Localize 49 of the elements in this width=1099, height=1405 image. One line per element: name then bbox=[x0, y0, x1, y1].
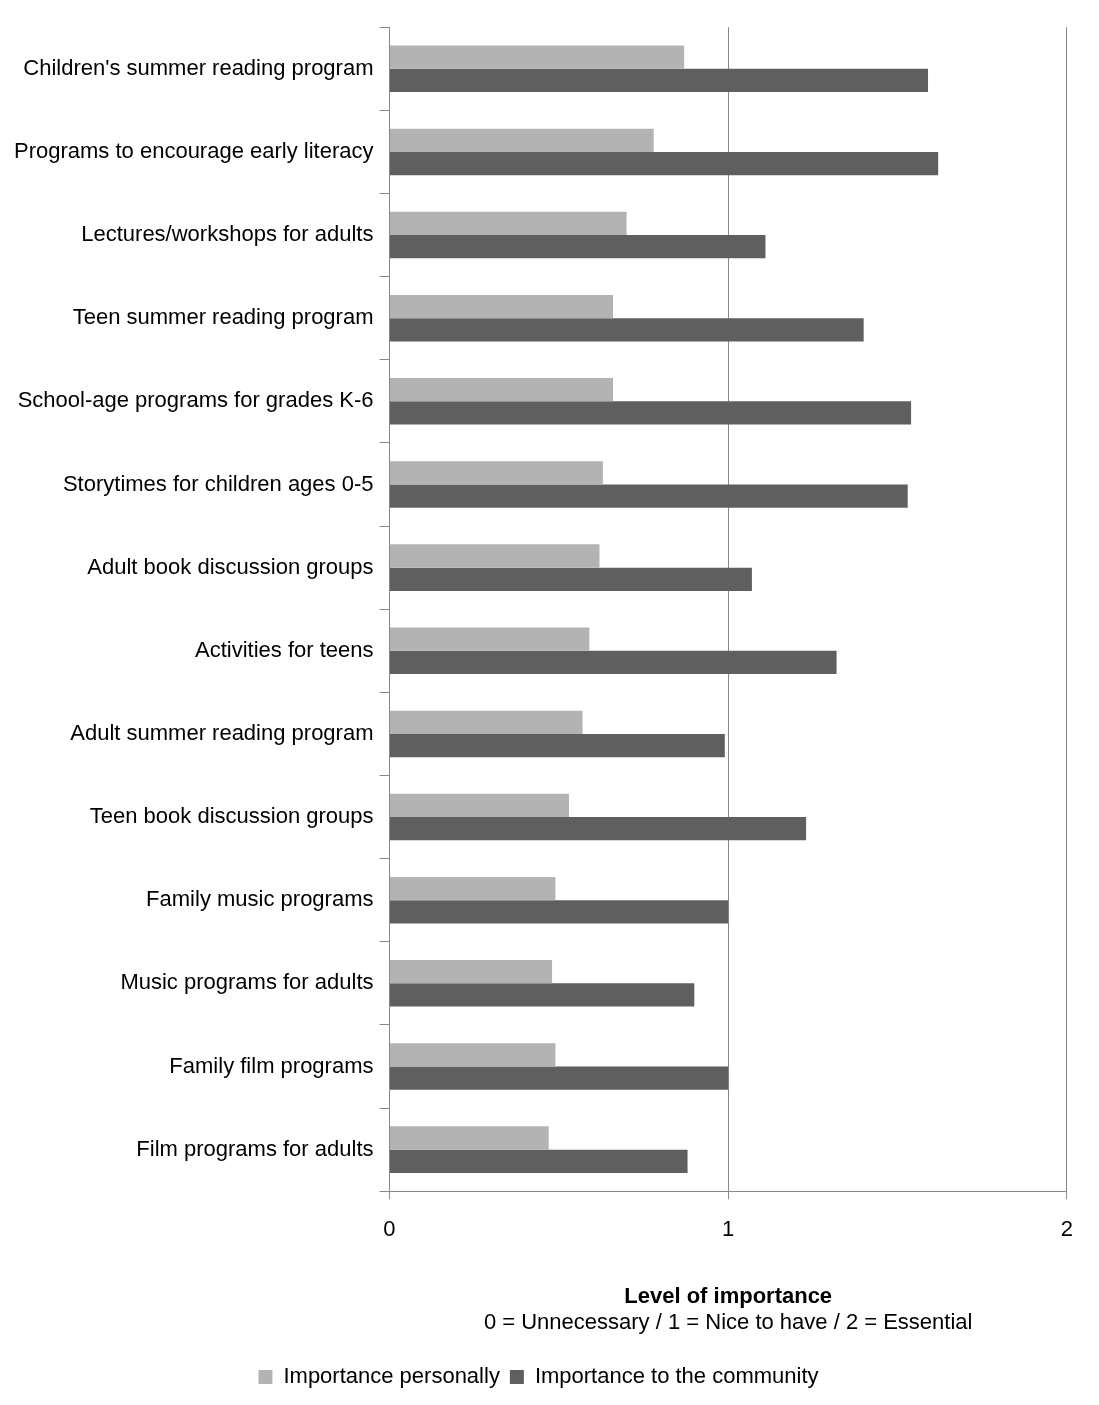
y-tick-label: Lectures/workshops for adults bbox=[81, 221, 374, 247]
bar bbox=[390, 484, 908, 508]
bar bbox=[390, 900, 729, 924]
y-tick-label: Music programs for adults bbox=[120, 969, 374, 995]
y-tick-label: Adult summer reading program bbox=[70, 719, 374, 745]
legend-label: Importance personally bbox=[283, 1363, 500, 1389]
y-tick-label: Children's summer reading program bbox=[23, 54, 374, 80]
y-tick-label: Adult book discussion groups bbox=[87, 553, 374, 579]
y-tick-label: Family film programs bbox=[169, 1052, 374, 1078]
bar bbox=[390, 128, 654, 152]
bar bbox=[390, 567, 752, 591]
x-tick-label: 0 bbox=[383, 1216, 396, 1242]
bar bbox=[390, 235, 766, 259]
x-tick-label: 1 bbox=[722, 1216, 735, 1242]
bar bbox=[390, 733, 725, 758]
bar bbox=[390, 378, 614, 402]
y-tick-label: Activities for teens bbox=[194, 636, 374, 662]
bar bbox=[390, 817, 807, 841]
bar bbox=[390, 294, 614, 319]
bar bbox=[390, 650, 837, 675]
x-tick-label: 2 bbox=[1060, 1216, 1074, 1242]
bar bbox=[390, 710, 583, 734]
bar bbox=[390, 983, 695, 1007]
bar bbox=[390, 544, 600, 568]
text: 0 = Unnecessary / 1 = Nice to have / 2 = Essential bbox=[483, 1309, 973, 1335]
bar bbox=[390, 318, 864, 342]
legend-label: Importance to the community bbox=[534, 1363, 819, 1389]
bar bbox=[390, 401, 912, 425]
y-tick-label: Programs to encourage early literacy bbox=[14, 137, 374, 163]
bar bbox=[390, 1043, 556, 1067]
bar bbox=[390, 960, 553, 984]
y-tick-label: Teen summer reading program bbox=[72, 304, 374, 330]
x-axis-title: Level of importance bbox=[624, 1282, 833, 1308]
bar bbox=[390, 45, 685, 69]
y-tick-label: Family music programs bbox=[146, 886, 374, 912]
bar bbox=[390, 1126, 549, 1150]
bar bbox=[390, 211, 627, 236]
bar bbox=[390, 68, 929, 93]
bar bbox=[390, 793, 570, 818]
y-tick-label: Teen book discussion groups bbox=[89, 803, 374, 829]
bar bbox=[390, 627, 590, 651]
bar bbox=[390, 461, 603, 485]
bar bbox=[390, 151, 939, 176]
y-tick-label: Film programs for adults bbox=[136, 1135, 374, 1161]
y-tick-label: School-age programs for grades K-6 bbox=[17, 387, 374, 413]
bar bbox=[390, 1066, 729, 1090]
bar bbox=[390, 876, 556, 901]
bar bbox=[390, 1149, 688, 1173]
y-tick-label: Storytimes for children ages 0-5 bbox=[62, 470, 374, 496]
